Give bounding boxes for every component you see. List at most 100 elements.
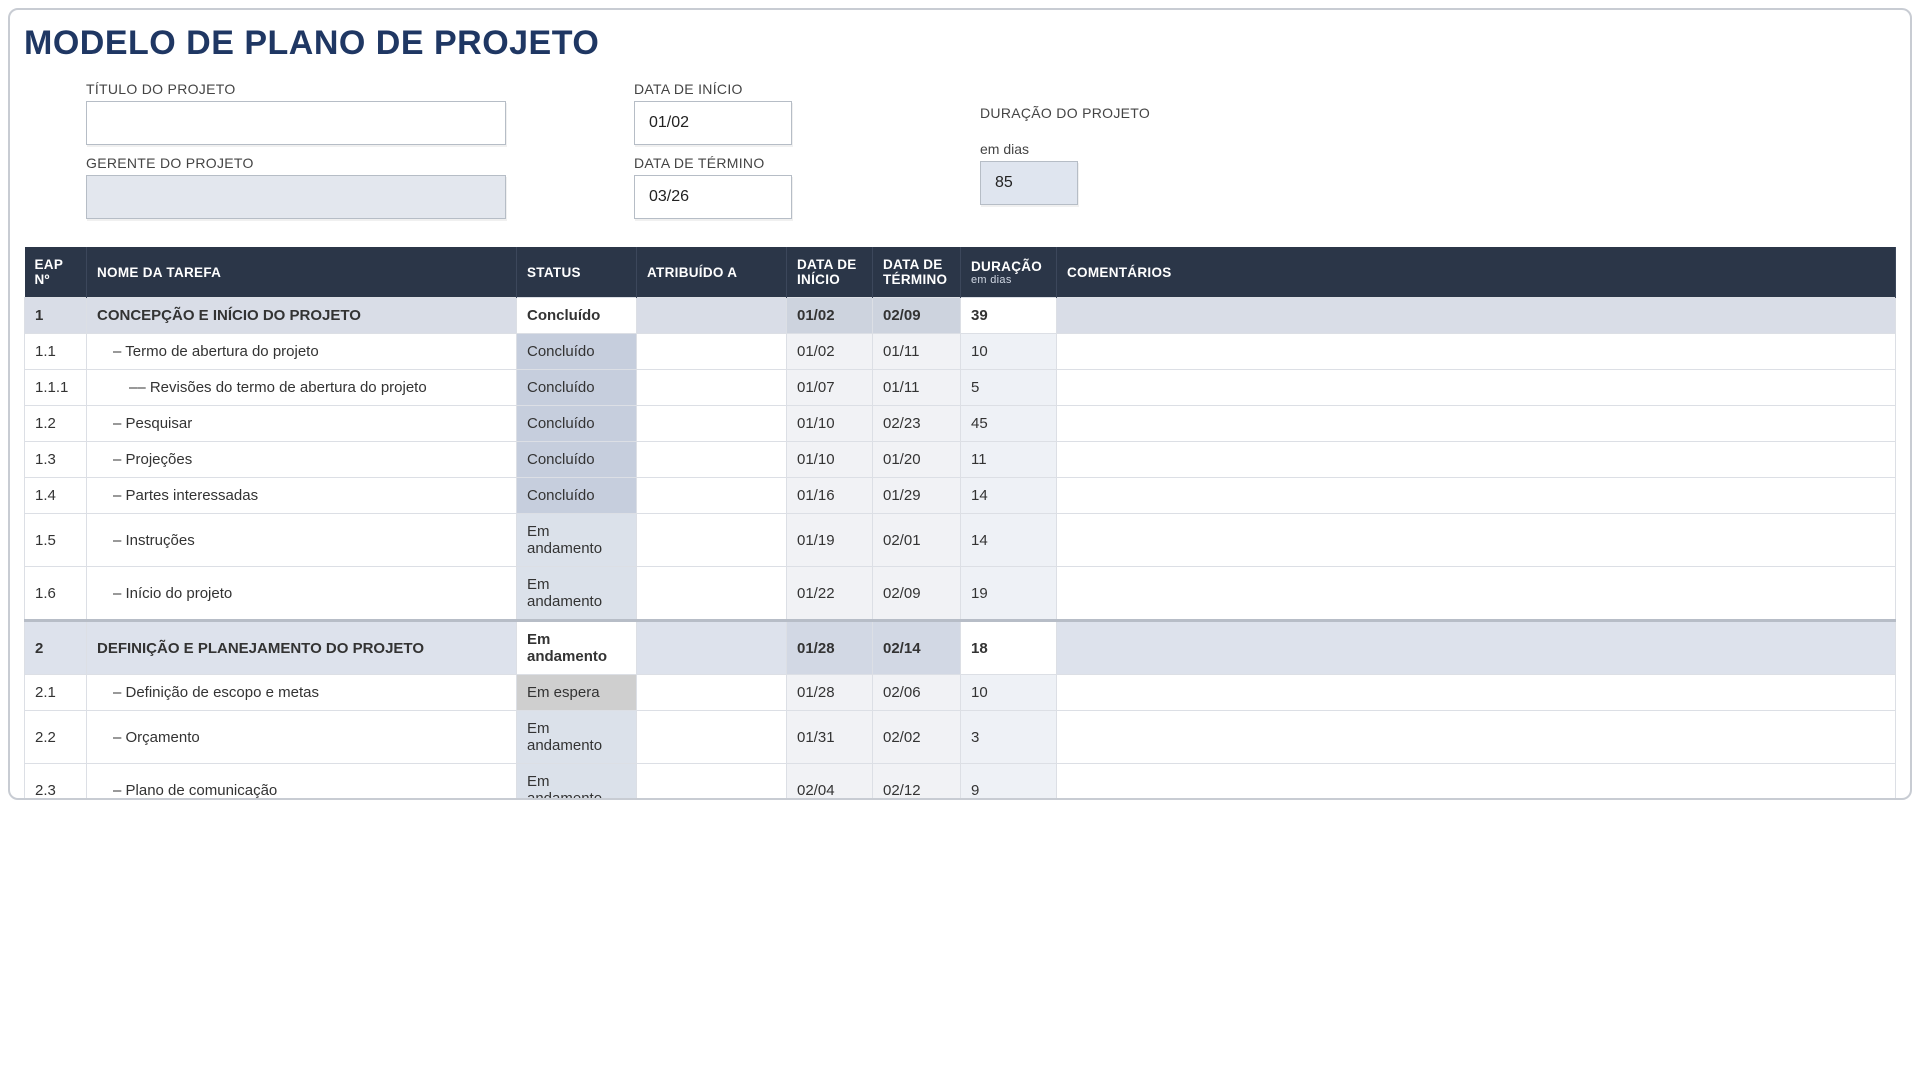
label-project-manager: GERENTE DO PROJETO: [86, 155, 506, 171]
cell-start: 01/02: [787, 334, 873, 370]
cell-assigned: [637, 567, 787, 621]
cell-wbs: 2.1: [25, 675, 87, 711]
cell-status: Concluído: [517, 478, 637, 514]
cell-start: 01/10: [787, 406, 873, 442]
cell-end: 01/29: [873, 478, 961, 514]
cell-wbs: 1.5: [25, 514, 87, 567]
cell-start: 01/19: [787, 514, 873, 567]
cell-dur: 18: [961, 621, 1057, 675]
cell-name: – Plano de comunicação: [87, 764, 517, 801]
table-row: 1.2– PesquisarConcluído 01/1002/2345: [25, 406, 1896, 442]
cell-wbs: 2.2: [25, 711, 87, 764]
cell-dur: 5: [961, 370, 1057, 406]
cell-wbs: 1.6: [25, 567, 87, 621]
cell-status: Concluído: [517, 406, 637, 442]
cell-comments: [1057, 567, 1896, 621]
cell-comments: [1057, 298, 1896, 334]
label-duration: DURAÇÃO DO PROJETO: [980, 105, 1150, 123]
cell-comments: [1057, 621, 1896, 675]
cell-status: Concluído: [517, 442, 637, 478]
cell-start: 01/02: [787, 298, 873, 334]
col-header-wbs: EAP Nº: [25, 247, 87, 298]
col-header-duration-text: DURAÇÃO: [971, 259, 1042, 274]
cell-wbs: 2: [25, 621, 87, 675]
cell-dur: 14: [961, 478, 1057, 514]
input-start-date[interactable]: 01/02: [634, 101, 792, 145]
cell-name: – Orçamento: [87, 711, 517, 764]
cell-wbs: 1.4: [25, 478, 87, 514]
cell-assigned: [637, 621, 787, 675]
label-end-date: DATA DE TÉRMINO: [634, 155, 792, 171]
input-duration-days[interactable]: 85: [980, 161, 1078, 205]
col-header-end: DATA DE TÉRMINO: [873, 247, 961, 298]
cell-dur: 9: [961, 764, 1057, 801]
label-project-title: TÍTULO DO PROJETO: [86, 81, 506, 97]
cell-dur: 45: [961, 406, 1057, 442]
cell-start: 01/10: [787, 442, 873, 478]
cell-start: 02/04: [787, 764, 873, 801]
col-header-duration: DURAÇÃO em dias: [961, 247, 1057, 298]
cell-dur: 11: [961, 442, 1057, 478]
cell-comments: [1057, 711, 1896, 764]
meta-col-title: TÍTULO DO PROJETO GERENTE DO PROJETO: [86, 81, 506, 229]
table-row: 1CONCEPÇÃO E INÍCIO DO PROJETOConcluído 0…: [25, 298, 1896, 334]
cell-end: 02/06: [873, 675, 961, 711]
input-end-date[interactable]: 03/26: [634, 175, 792, 219]
table-row: 2.1– Definição de escopo e metasEm esper…: [25, 675, 1896, 711]
cell-name: – Início do projeto: [87, 567, 517, 621]
cell-wbs: 1: [25, 298, 87, 334]
cell-assigned: [637, 764, 787, 801]
cell-assigned: [637, 334, 787, 370]
cell-dur: 14: [961, 514, 1057, 567]
page-title: MODELO DE PLANO DE PROJETO: [24, 24, 1896, 63]
cell-status: Em andamento: [517, 711, 637, 764]
cell-end: 02/01: [873, 514, 961, 567]
cell-wbs: 1.1: [25, 334, 87, 370]
cell-assigned: [637, 406, 787, 442]
page-container: MODELO DE PLANO DE PROJETO TÍTULO DO PRO…: [8, 8, 1912, 800]
table-row: 1.3– ProjeçõesConcluído 01/1001/2011: [25, 442, 1896, 478]
cell-comments: [1057, 675, 1896, 711]
cell-end: 02/02: [873, 711, 961, 764]
cell-status: Em andamento: [517, 514, 637, 567]
cell-end: 01/11: [873, 370, 961, 406]
cell-wbs: 1.2: [25, 406, 87, 442]
cell-start: 01/16: [787, 478, 873, 514]
cell-assigned: [637, 370, 787, 406]
cell-start: 01/22: [787, 567, 873, 621]
cell-end: 02/12: [873, 764, 961, 801]
tasks-table: EAP Nº NOME DA TAREFA STATUS ATRIBUÍDO A…: [24, 247, 1896, 800]
meta-col-dates: DATA DE INÍCIO 01/02 DATA DE TÉRMINO 03/…: [634, 81, 792, 229]
cell-assigned: [637, 711, 787, 764]
cell-end: 02/09: [873, 567, 961, 621]
table-row: 2.3– Plano de comunicaçãoEm andamento02/…: [25, 764, 1896, 801]
cell-assigned: [637, 442, 787, 478]
cell-status: Em andamento: [517, 567, 637, 621]
cell-wbs: 1.3: [25, 442, 87, 478]
cell-comments: [1057, 764, 1896, 801]
cell-name: – Pesquisar: [87, 406, 517, 442]
table-row: 1.4– Partes interessadasConcluído 01/1601…: [25, 478, 1896, 514]
col-header-assigned: ATRIBUÍDO A: [637, 247, 787, 298]
cell-assigned: [637, 675, 787, 711]
cell-start: 01/07: [787, 370, 873, 406]
cell-assigned: [637, 514, 787, 567]
cell-end: 02/23: [873, 406, 961, 442]
cell-comments: [1057, 514, 1896, 567]
cell-assigned: [637, 298, 787, 334]
col-header-name: NOME DA TAREFA: [87, 247, 517, 298]
cell-start: 01/31: [787, 711, 873, 764]
input-project-title[interactable]: [86, 101, 506, 145]
meta-section: TÍTULO DO PROJETO GERENTE DO PROJETO DAT…: [24, 81, 1896, 229]
cell-name: – Partes interessadas: [87, 478, 517, 514]
cell-dur: 10: [961, 675, 1057, 711]
cell-status: Concluído: [517, 298, 637, 334]
input-project-manager[interactable]: [86, 175, 506, 219]
cell-end: 01/11: [873, 334, 961, 370]
cell-dur: 39: [961, 298, 1057, 334]
cell-name: CONCEPÇÃO E INÍCIO DO PROJETO: [87, 298, 517, 334]
cell-name: – Projeções: [87, 442, 517, 478]
cell-assigned: [637, 478, 787, 514]
cell-dur: 10: [961, 334, 1057, 370]
cell-end: 01/20: [873, 442, 961, 478]
